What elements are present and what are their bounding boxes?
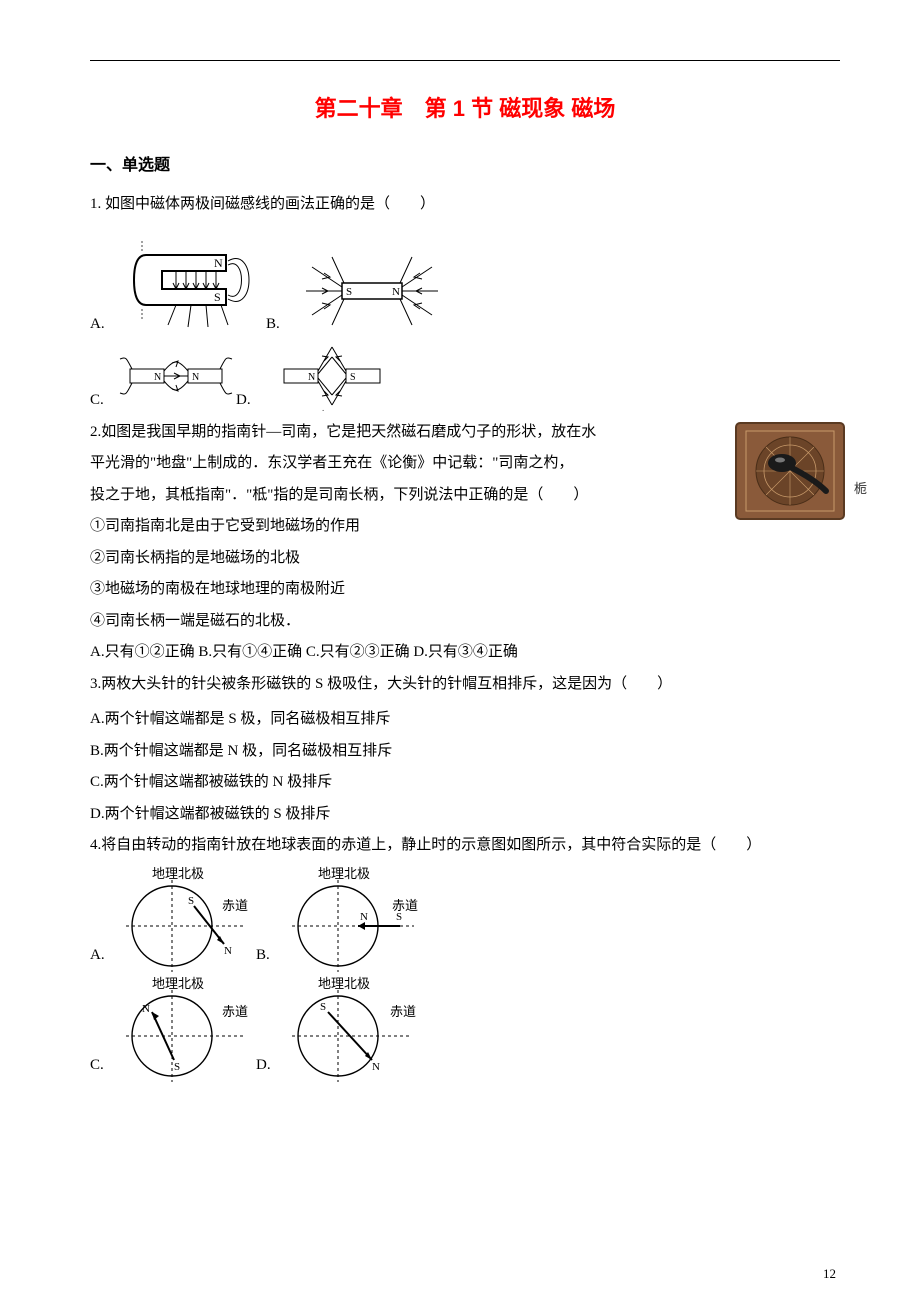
north-pole-label: 地理北极 <box>152 866 204 881</box>
q3-option-b: B.两个针帽这端都是 N 极，同名磁极相互排斥 <box>90 736 840 768</box>
q2-stem-line1: 2.如图是我国早期的指南针—司南，它是把天然磁石磨成勺子的形状，放在水 <box>90 417 690 449</box>
s-pole-label: S <box>346 286 352 298</box>
q2-stem-line3: 投之于地，其柢指南"．"柢"指的是司南长柄，下列说法中正确的是（ ） <box>90 480 690 512</box>
section-heading: 一、单选题 <box>90 151 840 175</box>
n-pole-label: N <box>214 256 223 270</box>
q3-option-d: D.两个针帽这端都被磁铁的 S 极排斥 <box>90 799 840 831</box>
dot-marker: . <box>322 403 324 411</box>
q3-option-c: C.两个针帽这端都被磁铁的 N 极排斥 <box>90 767 840 799</box>
q1-stem: 1. 如图中磁体两极间磁感线的画法正确的是（ ） <box>90 189 840 221</box>
n-pole-label: N <box>392 286 400 298</box>
top-rule <box>90 60 840 61</box>
q1-figure-a: N S <box>116 225 266 335</box>
two-bars-nn-icon: N N <box>116 341 236 411</box>
q4-figure-c: 地理北极 赤道 N S <box>116 976 256 1086</box>
q4-row-ab: A. 地理北极 赤道 S N B. 地理北极 赤道 <box>90 866 840 976</box>
q1-row-cd: C. N N D. <box>90 341 840 411</box>
page-number: 12 <box>823 1266 836 1282</box>
q4-label-d: D. <box>256 1057 282 1086</box>
n-needle-label: N <box>360 911 368 923</box>
q1-figure-c: N N <box>116 341 236 411</box>
page-title: 第二十章 第 1 节 磁现象 磁场 <box>90 91 840 123</box>
q2-text-block: 2.如图是我国早期的指南针—司南，它是把天然磁石磨成勺子的形状，放在水 平光滑的… <box>90 417 840 512</box>
two-bars-ns-icon: N S . <box>262 341 402 411</box>
q1-figure-b: S N <box>292 245 452 335</box>
q2-statement-3: ③地磁场的南极在地球地理的南极附近 <box>90 574 840 606</box>
q4-figure-b: 地理北极 赤道 N S <box>282 866 422 976</box>
s-pole-label: S <box>214 290 221 304</box>
equator-label: 赤道 <box>222 1004 248 1019</box>
bar-magnet-field-icon: S N <box>292 245 452 335</box>
q4-label-a: A. <box>90 947 116 976</box>
q2-figure: 栀 <box>730 417 880 542</box>
n-pole-label: N <box>154 372 161 383</box>
q2: 栀 2.如图是我国早期的指南针—司南，它是把天然磁石磨成勺子的形状，放在水 平光… <box>90 417 840 669</box>
q3-option-a: A.两个针帽这端都是 S 极，同名磁极相互排斥 <box>90 704 840 736</box>
n-pole-label-2: N <box>192 372 199 383</box>
q1-label-d: D. <box>236 392 262 411</box>
q2-statement-1: ①司南指南北是由于它受到地磁场的作用 <box>90 511 840 543</box>
q4-stem: 4.将自由转动的指南针放在地球表面的赤道上，静止时的示意图如图所示，其中符合实际… <box>90 830 840 862</box>
page: 第二十章 第 1 节 磁现象 磁场 一、单选题 1. 如图中磁体两极间磁感线的画… <box>0 0 920 1302</box>
equator-label: 赤道 <box>222 898 248 913</box>
earth-compass-a-icon: 地理北极 赤道 S N <box>116 866 256 976</box>
equator-label: 赤道 <box>390 1004 416 1019</box>
horseshoe-magnet-icon: N S <box>116 225 266 335</box>
q1-figure-d: N S . <box>262 341 402 411</box>
q2-statement-2: ②司南长柄指的是地磁场的北极 <box>90 543 840 575</box>
s-pole-label: S <box>350 372 356 383</box>
q1-label-c: C. <box>90 392 116 411</box>
s-needle-label: S <box>174 1061 180 1073</box>
earth-compass-d-icon: 地理北极 赤道 S N <box>282 976 422 1086</box>
north-pole-label: 地理北极 <box>152 976 204 991</box>
earth-compass-c-icon: 地理北极 赤道 N S <box>116 976 256 1086</box>
q4-figure-d: 地理北极 赤道 S N <box>282 976 422 1086</box>
q2-stem-line2: 平光滑的"地盘"上制成的．东汉学者王充在《论衡》中记载："司南之杓， <box>90 448 690 480</box>
q4-label-b: B. <box>256 947 282 976</box>
s-needle-label: S <box>396 911 402 923</box>
q3-stem: 3.两枚大头针的针尖被条形磁铁的 S 极吸住，大头针的针帽互相排斥，这是因为（ … <box>90 669 840 701</box>
sinan-compass-icon: 栀 <box>730 417 880 537</box>
n-needle-label: N <box>372 1061 380 1073</box>
north-pole-label: 地理北极 <box>318 976 370 991</box>
q4-figure-a: 地理北极 赤道 S N <box>116 866 256 976</box>
q1-row-ab: A. N S <box>90 225 840 335</box>
s-needle-label: S <box>188 895 194 907</box>
q1-label-a: A. <box>90 316 116 335</box>
q4-row-cd: C. 地理北极 赤道 N S D. 地理北极 赤道 <box>90 976 840 1086</box>
caption-label: 栀 <box>854 481 867 496</box>
q2-statement-4: ④司南长柄一端是磁石的北极． <box>90 606 840 638</box>
s-needle-label: S <box>320 1001 326 1013</box>
earth-compass-b-icon: 地理北极 赤道 N S <box>282 866 422 976</box>
north-pole-label: 地理北极 <box>318 866 370 881</box>
q2-options: A.只有①②正确 B.只有①④正确 C.只有②③正确 D.只有③④正确 <box>90 637 840 669</box>
q1-label-b: B. <box>266 316 292 335</box>
q4-label-c: C. <box>90 1057 116 1086</box>
n-pole-label: N <box>308 372 315 383</box>
n-needle-label: N <box>142 1003 150 1015</box>
n-needle-label: N <box>224 945 232 957</box>
